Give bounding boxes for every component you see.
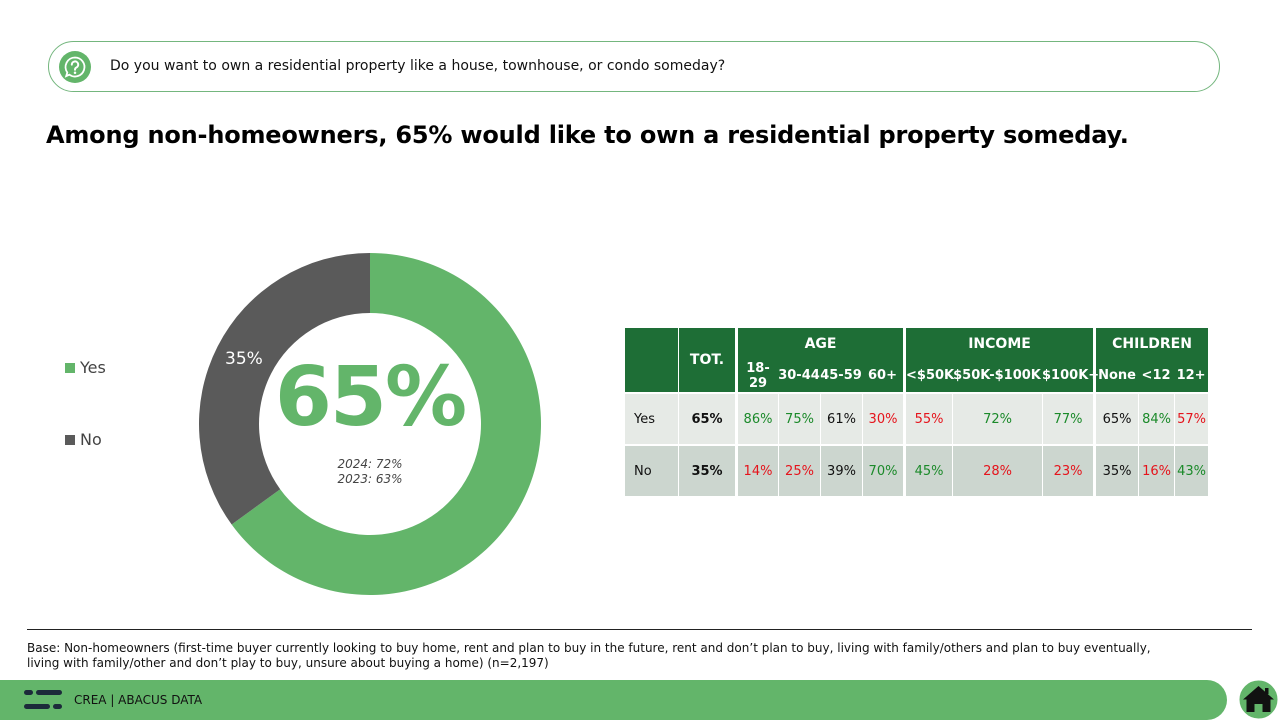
table-cell: 61% [820, 394, 862, 444]
crosstab-table: TOT. AGE INCOME CHILDREN 18-29 30-44 45-… [625, 328, 1209, 496]
page-title: Among non-homeowners, 65% would like to … [46, 121, 1129, 149]
table-row: Yes 65% 86% 75% 61% 30% 55% 72% 77% 65% 84% 57% [625, 394, 1209, 444]
question-bubble-icon [59, 51, 91, 83]
table-cell: 45% [903, 446, 953, 496]
row-label: Yes [625, 394, 678, 444]
footer-bar: CREA | ABACUS DATA [0, 680, 1227, 720]
row-gap [625, 392, 1209, 394]
header-col: 60+ [862, 359, 904, 392]
center-note-2023: 2023: 63% [337, 472, 403, 486]
base-note: Base: Non-homeowners (first-time buyer c… [27, 641, 1151, 670]
header-col: None [1093, 359, 1139, 392]
header-col: $50K-$100K [952, 359, 1043, 392]
table-cell: 14% [735, 446, 778, 496]
slice-label-no: 35% [225, 349, 263, 369]
center-note-2024: 2024: 72% [337, 457, 403, 471]
abacus-logo-icon [24, 690, 62, 709]
header-total: TOT. [678, 328, 735, 392]
table-cell: 70% [862, 446, 904, 496]
table-cell: 75% [778, 394, 820, 444]
crosstab-grid: TOT. AGE INCOME CHILDREN 18-29 30-44 45-… [625, 328, 1209, 496]
total-cell: 65% [678, 394, 735, 444]
header-group-children: CHILDREN [1093, 328, 1209, 359]
row-gap-cell [625, 444, 1209, 446]
row-gap-cell [625, 392, 1209, 394]
donut-chart: 35% 65% 2024: 72% 2023: 63% [190, 244, 550, 604]
footer-brand-text: CREA | ABACUS DATA [74, 693, 203, 707]
table-cell: 84% [1138, 394, 1175, 444]
table-cell: 55% [903, 394, 953, 444]
total-cell: 35% [678, 446, 735, 496]
table-cell: 23% [1042, 446, 1094, 496]
table-cell: 65% [1093, 394, 1139, 444]
table-row: No 35% 14% 25% 39% 70% 45% 28% 23% 35% 16% 43% [625, 446, 1209, 496]
table-cell: 25% [778, 446, 820, 496]
row-gap [625, 444, 1209, 446]
table-cell: 72% [952, 394, 1043, 444]
table-cell: 30% [862, 394, 904, 444]
header-group-age: AGE [735, 328, 904, 359]
donut-slice-yes [231, 253, 542, 595]
legend-item-no: No [65, 430, 102, 449]
legend-label: Yes [80, 358, 106, 377]
table-cell: 16% [1138, 446, 1175, 496]
table-cell: 28% [952, 446, 1043, 496]
table-cell: 35% [1093, 446, 1139, 496]
header-col: $100K+ [1042, 359, 1099, 392]
table-cell: 43% [1174, 446, 1209, 496]
crosstab-body: Yes 65% 86% 75% 61% 30% 55% 72% 77% 65% 84% 57% No 35… [625, 392, 1209, 496]
footer-divider [27, 629, 1252, 630]
header-col: 30-44 [778, 359, 820, 392]
header-col: 45-59 [820, 359, 862, 392]
question-banner: Do you want to own a residential propert… [48, 41, 1220, 92]
header-group-income: INCOME [903, 328, 1094, 359]
question-text: Do you want to own a residential propert… [110, 58, 726, 74]
table-cell: 77% [1042, 394, 1094, 444]
table-cell: 86% [735, 394, 778, 444]
header-blank [625, 328, 678, 392]
home-icon[interactable] [1238, 679, 1279, 720]
donut-svg [198, 253, 542, 595]
header-col: 12+ [1174, 359, 1209, 392]
center-value: 65% [274, 350, 467, 445]
donut-slice-no [198, 253, 370, 525]
header-col: <12 [1138, 359, 1175, 392]
row-label: No [625, 446, 678, 496]
header-col: <$50K [903, 359, 954, 392]
header-col: 18-29 [735, 359, 778, 392]
legend-swatch-no [65, 434, 75, 445]
legend-label: No [80, 430, 102, 449]
table-cell: 57% [1174, 394, 1209, 444]
table-cell: 39% [820, 446, 862, 496]
legend-swatch-yes [65, 362, 75, 373]
legend-item-yes: Yes [65, 358, 106, 377]
